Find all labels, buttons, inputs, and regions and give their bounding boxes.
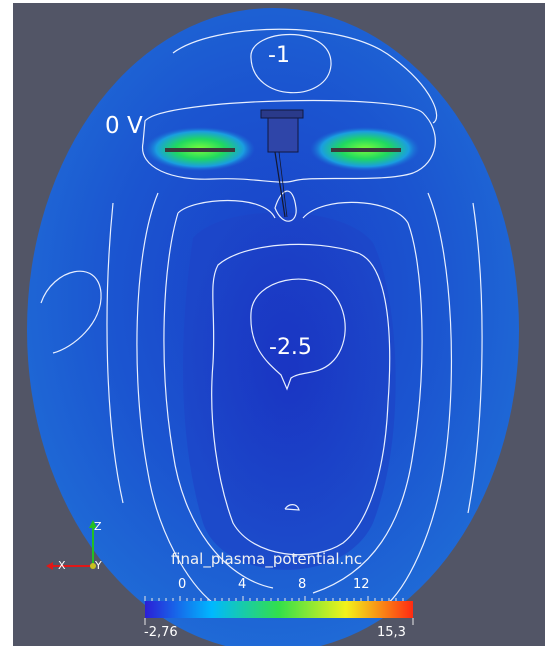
scalar-bar-tick-label: 4 <box>238 577 247 592</box>
axis-label-x: X <box>58 559 66 572</box>
contour-label-top: -1 <box>268 43 290 68</box>
scalar-bar-tick-label: 12 <box>353 577 370 592</box>
z-axis-arrow <box>89 520 97 528</box>
y-axis-dot <box>90 563 96 569</box>
low-potential-region <box>183 212 396 570</box>
scalar-bar-ticks <box>144 596 404 601</box>
probe-body <box>267 117 299 153</box>
scalar-bar-title: final_plasma_potential.nc <box>171 550 363 568</box>
contour-label-center: -2.5 <box>269 335 312 360</box>
contour-lines <box>40 28 483 609</box>
scalar-bar-max-label: 15,3 <box>377 625 406 640</box>
left-electrode <box>165 148 235 152</box>
probe-wire-2 <box>278 151 288 218</box>
render-viewport[interactable]: -1 0 V -2.5 final_plasma_potential.nc 0 … <box>13 3 545 646</box>
scalar-bar <box>145 601 413 618</box>
orientation-axes[interactable] <box>46 520 97 570</box>
contour-label-zero: 0 V <box>105 113 143 139</box>
scalar-bar-tick-label: 0 <box>178 577 187 592</box>
probe-cap <box>260 109 304 119</box>
right-electrode <box>331 148 401 152</box>
scalar-bar-tick-label: 8 <box>298 577 307 592</box>
scalar-bar-min-label: -2,76 <box>144 625 178 640</box>
x-axis-arrow <box>46 562 53 570</box>
probe-wire <box>274 151 286 218</box>
axis-label-y: Y <box>95 559 102 572</box>
axis-label-z: Z <box>94 520 102 533</box>
plasma-potential-render[interactable] <box>13 3 545 646</box>
